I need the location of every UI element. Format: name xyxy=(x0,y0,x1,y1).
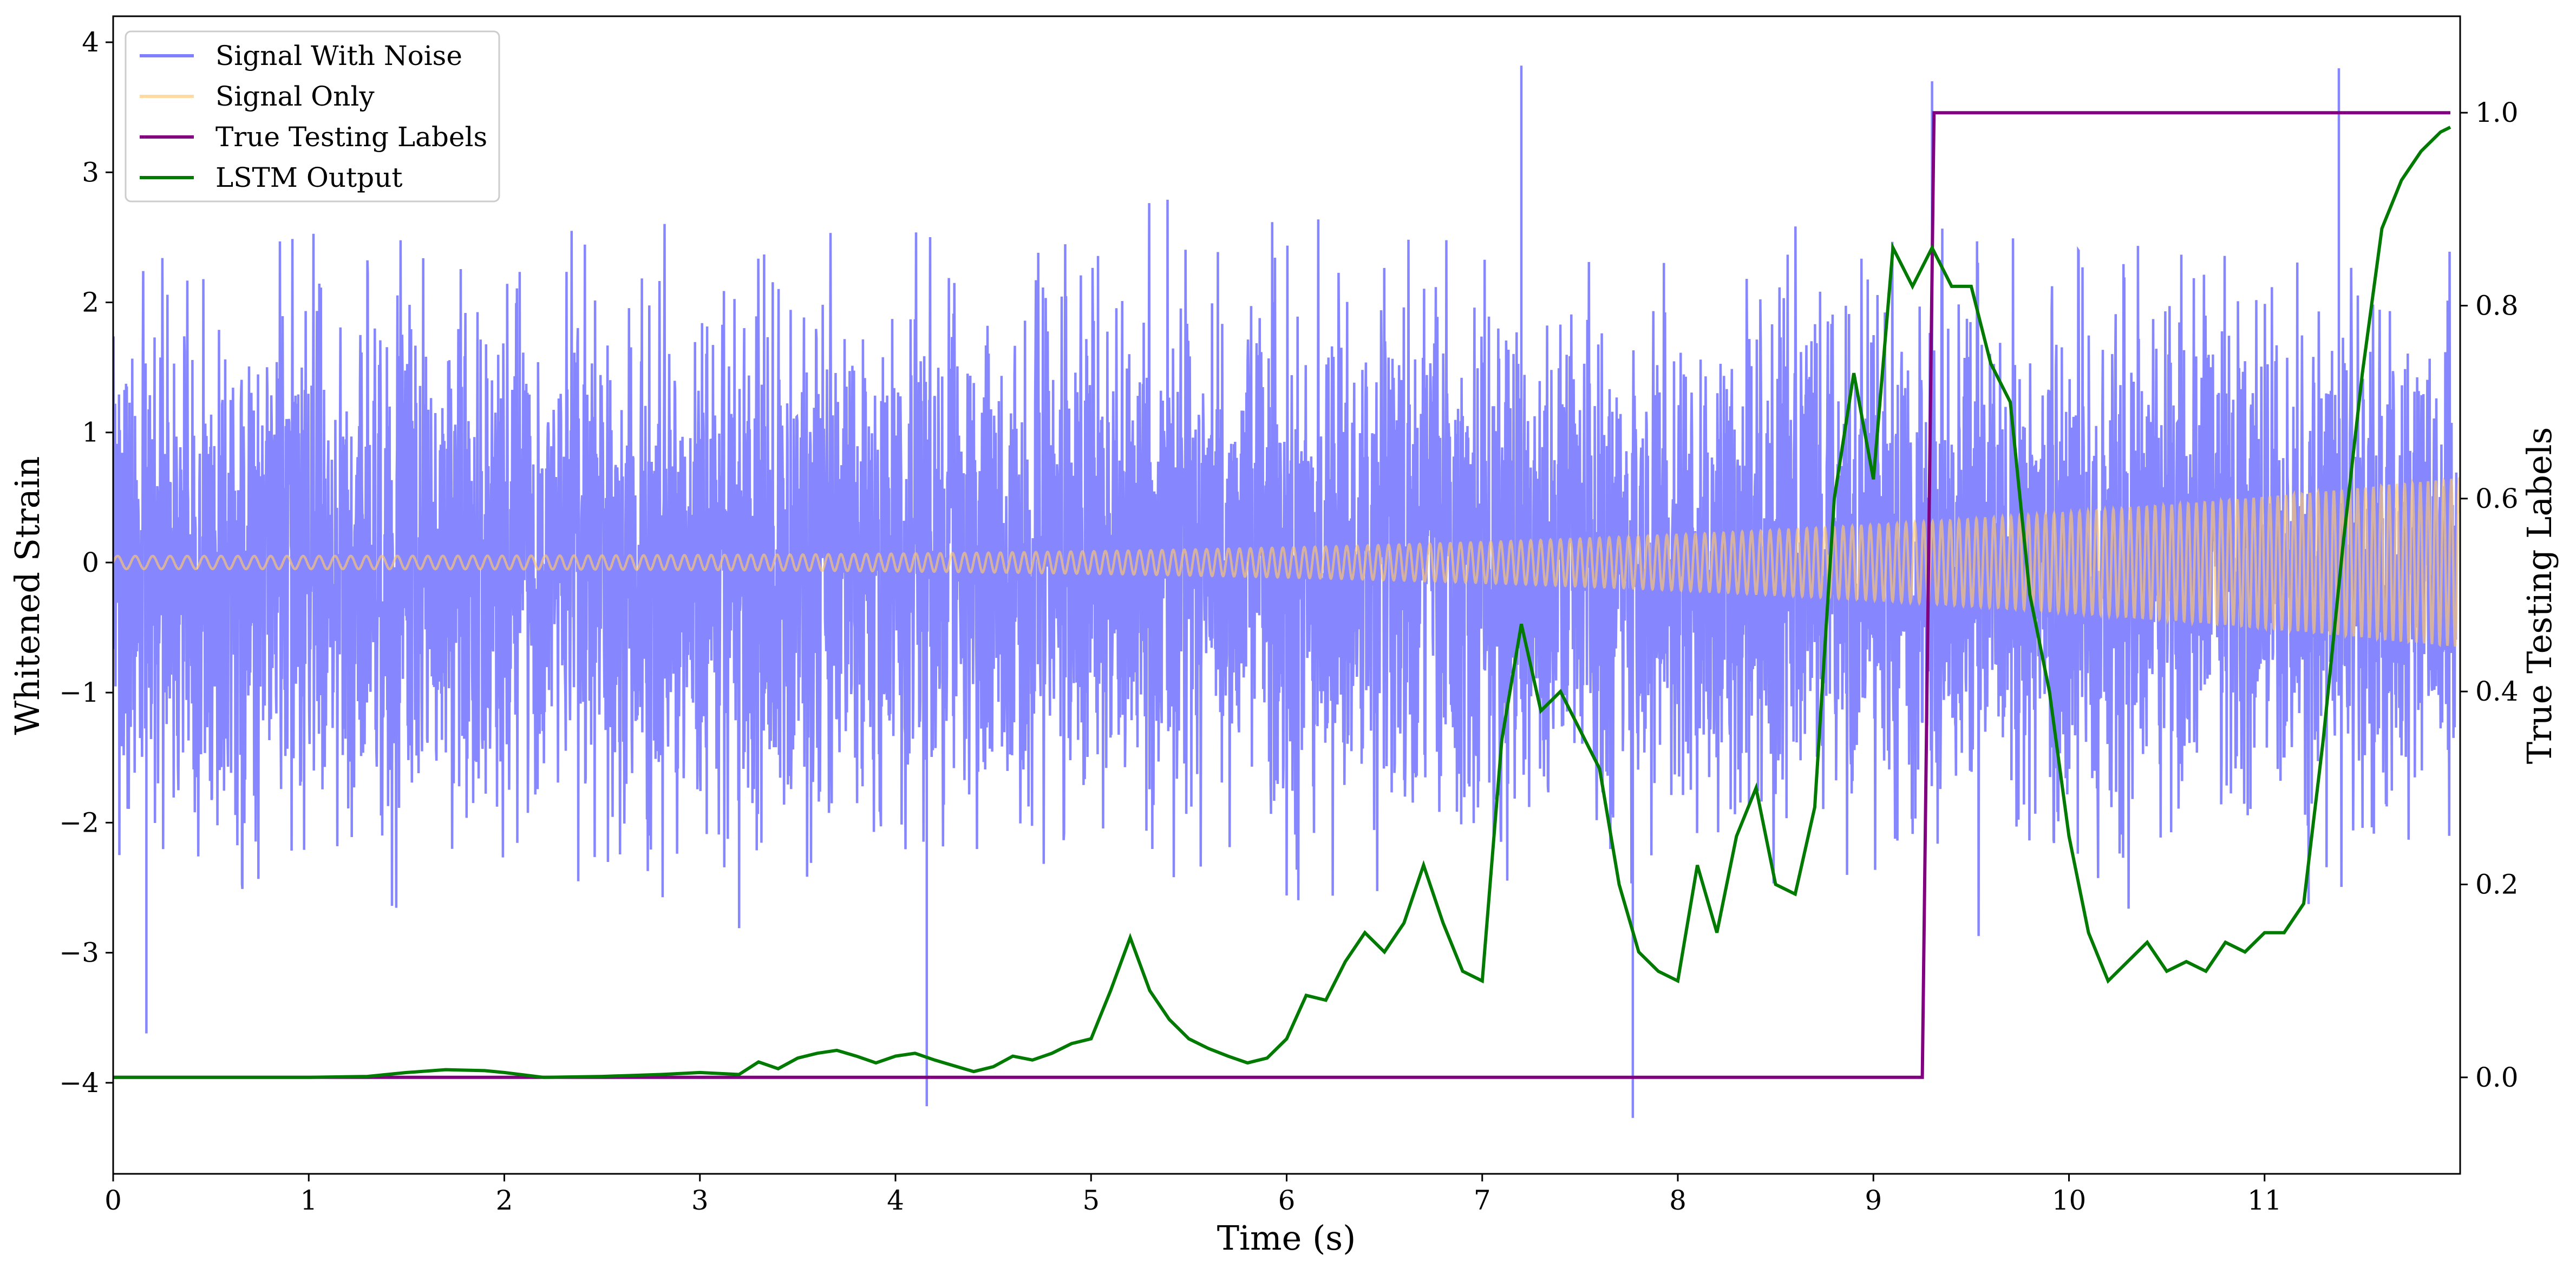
x-tick-label: 11 xyxy=(2247,1185,2282,1216)
y-axis-left: −4 −3 −2 −1 0 1 2 3 4 xyxy=(59,27,113,1099)
y2-tick-label: 0.6 xyxy=(2475,483,2519,514)
x-axis-title: Time (s) xyxy=(1217,1218,1356,1258)
legend-label-lstm-output: LSTM Output xyxy=(215,162,402,193)
x-tick-label: 10 xyxy=(2052,1185,2087,1216)
x-tick-label: 7 xyxy=(1474,1185,1491,1216)
x-tick-label: 8 xyxy=(1669,1185,1686,1216)
series-line-signal-only xyxy=(113,475,2460,648)
x-tick-label: 9 xyxy=(1865,1185,1882,1216)
y2-tick-label: 0.8 xyxy=(2475,290,2519,322)
y2-tick-label: 0.0 xyxy=(2475,1062,2519,1093)
x-axis: 0 1 2 3 4 5 6 7 8 9 10 11 xyxy=(104,1174,2282,1216)
x-tick-label: 6 xyxy=(1278,1185,1296,1216)
y-tick-label: 4 xyxy=(82,27,99,58)
y-tick-label: −4 xyxy=(59,1067,99,1099)
y-tick-label: −2 xyxy=(59,807,99,838)
y-axis-right: 0.0 0.2 0.4 0.6 0.8 1.0 xyxy=(2460,97,2519,1093)
plot-area xyxy=(113,66,2460,1118)
legend-box xyxy=(125,30,500,202)
y-tick-label: 3 xyxy=(82,156,99,188)
y-tick-label: 1 xyxy=(82,417,99,448)
legend-label-true-testing-labels: True Testing Labels xyxy=(215,121,487,153)
x-tick-label: 5 xyxy=(1082,1185,1100,1216)
y-tick-label: 2 xyxy=(82,286,99,318)
y2-tick-label: 0.4 xyxy=(2475,676,2519,707)
x-tick-label: 1 xyxy=(300,1185,317,1216)
x-tick-label: 3 xyxy=(691,1185,709,1216)
x-tick-label: 4 xyxy=(887,1185,904,1216)
legend-label-signal-only: Signal Only xyxy=(215,81,375,112)
y-tick-label: −3 xyxy=(59,937,99,969)
legend-label-signal-with-noise: Signal With Noise xyxy=(215,40,462,71)
series-line-true-testing-labels xyxy=(113,111,2450,1079)
series-line-signal-with-noise xyxy=(113,66,2458,1118)
y2-tick-label: 1.0 xyxy=(2475,97,2519,128)
y2-tick-label: 0.2 xyxy=(2475,869,2519,900)
series-line-lstm-output xyxy=(113,126,2451,1079)
x-tick-label: 0 xyxy=(104,1185,122,1216)
legend: Signal With Noise Signal Only True Testi… xyxy=(125,30,500,202)
y-tick-label: 0 xyxy=(82,547,99,578)
y-axis-title: Whitened Strain xyxy=(8,456,47,735)
y2-axis-title: True Testing Labels xyxy=(2520,427,2559,765)
x-tick-label: 2 xyxy=(496,1185,513,1216)
y-tick-label: −1 xyxy=(59,677,99,708)
